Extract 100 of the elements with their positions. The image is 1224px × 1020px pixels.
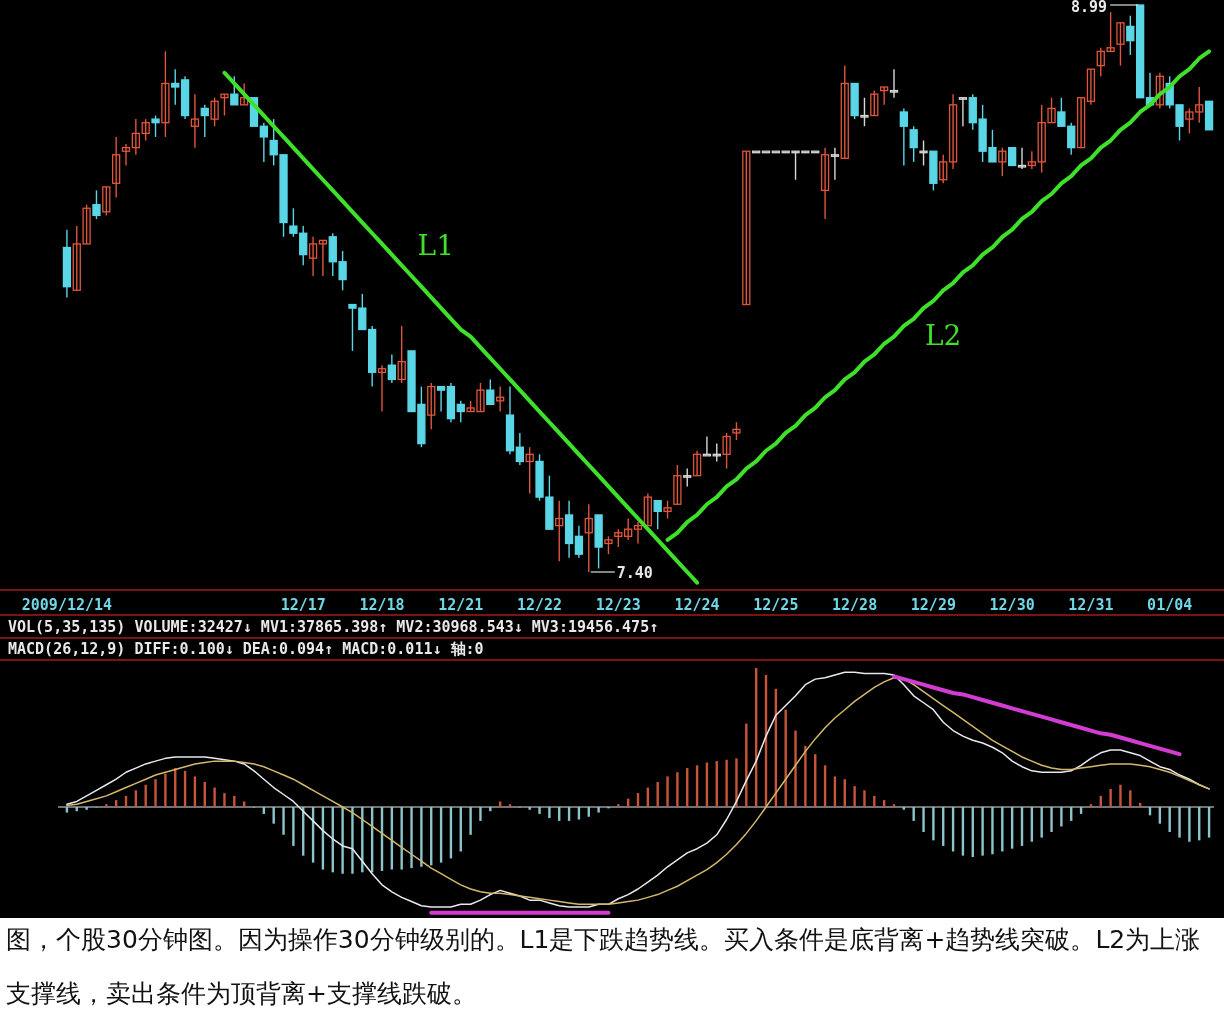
x-tick-label: 12/25 [753,596,799,614]
candlestick [190,93,200,149]
text: 图，个股30分钟图。因为操作30分钟级别的。L1是下跌趋势线。买入条件是底背离+趋势线突破。L2为上涨支撑线，卖出条件为顶背离+支撑线跌破。 [6,925,1201,1008]
candlestick [387,353,396,384]
bar [735,758,738,807]
candlestick [899,107,908,167]
bar [361,807,364,873]
candlestick [860,97,869,127]
series-label: L1 [417,228,454,262]
bar [498,801,502,807]
candlestick [880,86,889,106]
bar [242,801,246,807]
x-tick-label: 12/24 [674,596,720,614]
candlestick [820,146,830,220]
bar [873,795,876,807]
bar [105,804,108,807]
bar [282,807,285,835]
bar [528,807,531,810]
candlestick [909,125,918,163]
bar [863,790,866,807]
bar [676,772,679,807]
bar [1050,807,1053,833]
bar [617,804,620,807]
x-tick-label: 12/18 [359,596,405,614]
candlestick [151,114,160,138]
bar [804,745,807,807]
x-tick-label: 12/17 [280,596,326,614]
bar [341,807,344,874]
candlestick [653,499,662,530]
bar [154,779,157,807]
bar [1129,790,1132,807]
bar [784,709,787,807]
candlestick [240,82,249,106]
bar [597,807,600,813]
bar [1001,807,1004,852]
x-tick-label: 12/29 [910,596,956,614]
bar [351,807,354,874]
bar [144,784,147,807]
x-tick-label: 2009/12/14 [21,596,113,614]
candlestick [131,118,140,156]
bar [922,807,925,833]
candlestick [397,325,406,384]
candlestick [840,64,849,160]
candlestick [377,364,387,413]
bar [410,807,413,869]
candlestick [742,150,751,306]
bar [65,807,69,813]
bar [479,807,482,821]
candlestick [624,517,633,541]
bar [420,807,423,867]
candlestick [515,432,524,466]
bar [538,807,541,814]
bar [991,807,994,855]
x-tick-label: 12/22 [516,596,563,614]
candlestick [1017,146,1027,170]
annotation: 8.99 [1071,0,1108,16]
candlestick [1116,22,1125,67]
candlestick [673,464,682,505]
candlestick [436,385,446,413]
x-tick-label: 12/23 [595,596,641,614]
candlestick [1086,68,1096,106]
bar [745,723,748,807]
candlestick [318,239,328,277]
candlestick [998,146,1007,177]
candlestick [486,378,495,406]
candlestick [1076,97,1086,149]
candlestick [584,503,593,573]
bar [469,807,472,835]
bar [85,807,88,810]
candlestick [722,432,731,470]
series-label: L2 [925,319,962,353]
text: MACD(26,12,9) DIFF:0.100↓ DEA:0.094↑ MACD:0.011↓ 轴:0 [8,640,484,658]
bar [981,807,984,856]
candlestick [141,118,150,142]
bar [1060,807,1063,827]
x-tick-label: 12/21 [438,596,484,614]
bar [272,807,275,824]
candlestick [171,68,180,106]
candlestick [870,89,879,117]
candlestick [259,121,268,163]
bar [656,781,659,807]
candlestick [633,521,643,545]
candlestick [427,382,436,431]
candlestick [939,154,948,184]
candlestick [948,93,958,170]
candlestick [121,143,131,167]
candlestick [308,236,318,277]
bar [725,759,728,807]
bar [853,786,856,807]
candlestick [692,450,702,477]
bar [164,773,167,807]
candlestick [889,68,899,99]
candlestick [220,93,229,117]
x-tick-label: 12/30 [989,596,1035,614]
annotation: 7.40 [616,564,653,582]
bar [1178,807,1181,838]
bar [1119,784,1122,807]
candlestick [643,492,652,527]
candlestick [210,97,219,127]
x-tick-label: 12/28 [832,596,878,614]
